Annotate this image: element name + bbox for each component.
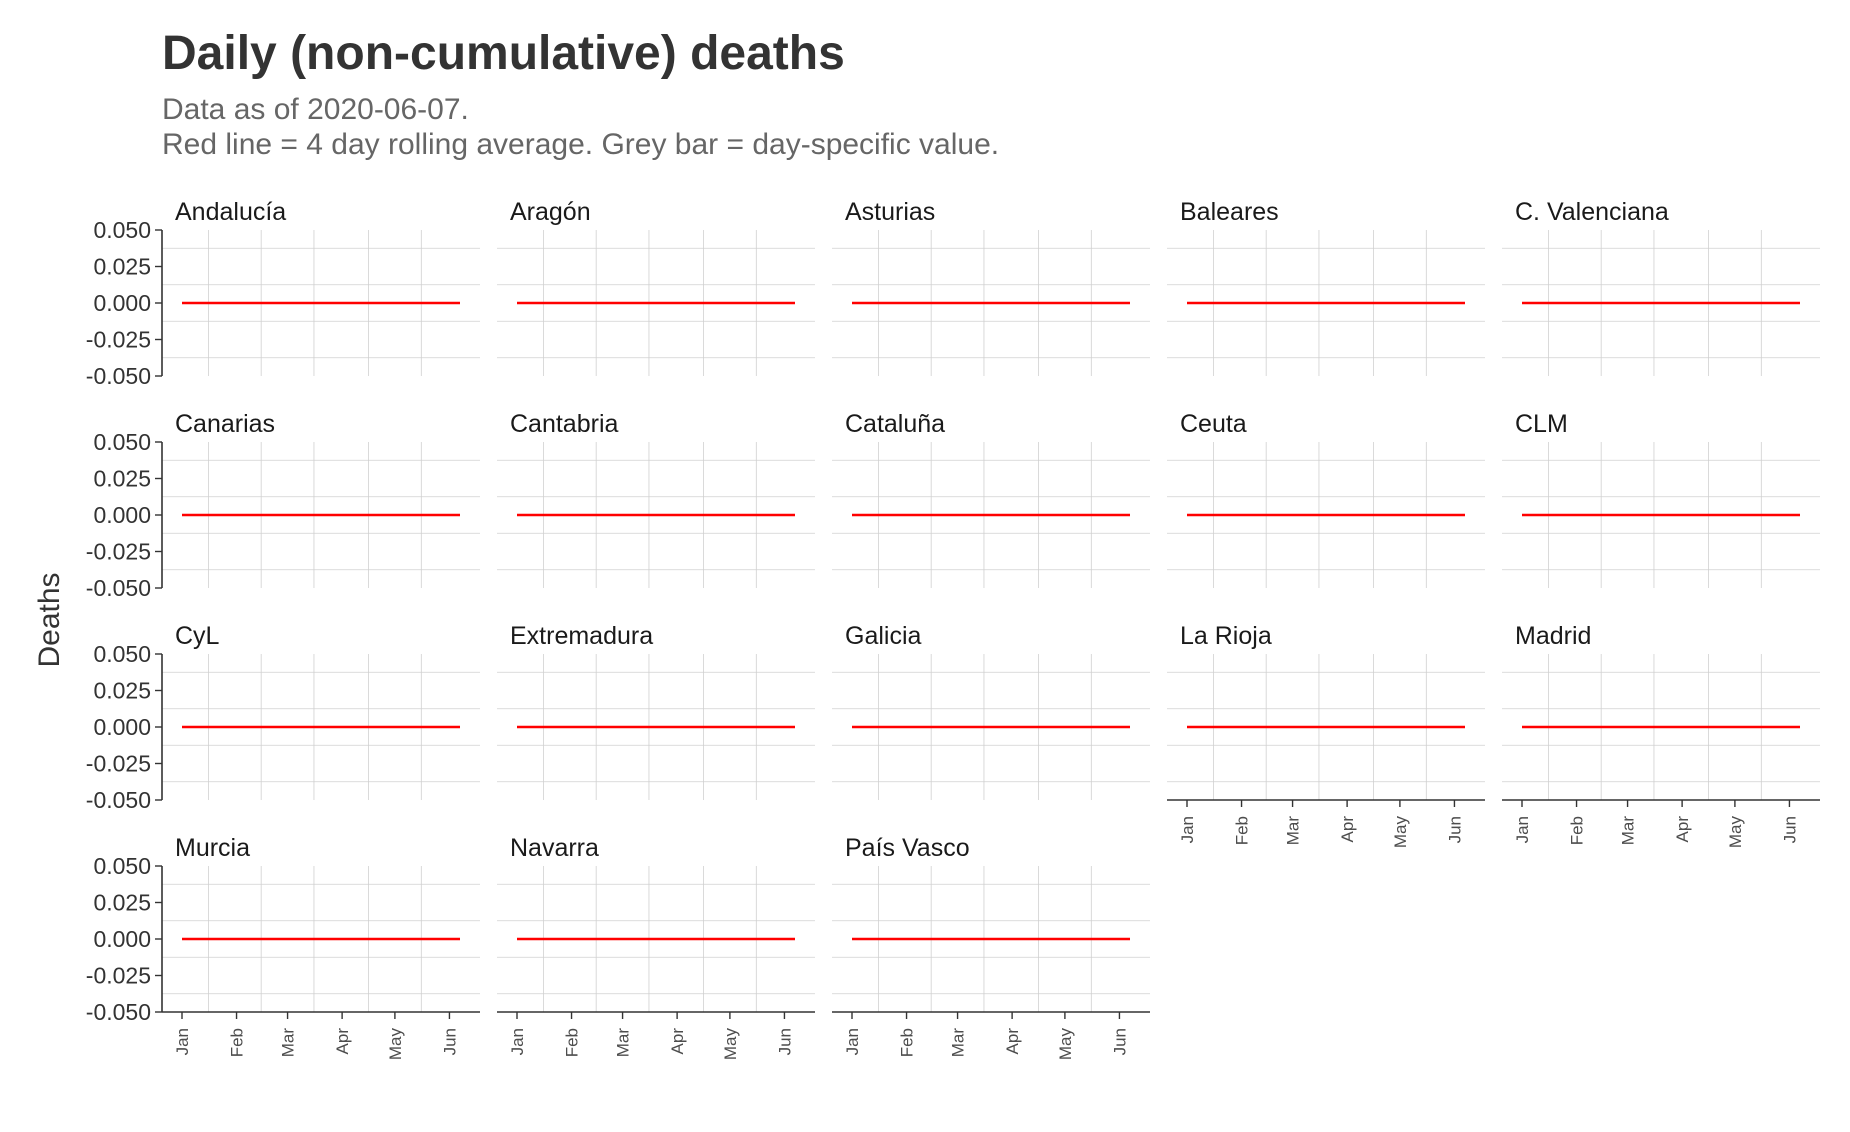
facet-title: Aragón [510, 198, 591, 226]
x-tick-label: Mar [279, 1028, 298, 1058]
y-tick-label: 0.050 [93, 217, 151, 243]
y-tick-label: 0.025 [93, 678, 151, 704]
facet-title: Andalucía [175, 198, 286, 226]
y-tick-label: 0.025 [93, 254, 151, 280]
facet-title: Galicia [845, 622, 922, 650]
x-tick-label: Apr [1673, 816, 1692, 843]
x-tick-label: Feb [1568, 816, 1587, 845]
x-tick-label: Apr [1338, 816, 1357, 843]
x-tick-label: Jun [1445, 816, 1464, 843]
facet-panel-asturias: Asturias [832, 198, 1150, 376]
facet-title: Madrid [1515, 622, 1591, 650]
facet-panel-ceuta: Ceuta [1167, 410, 1485, 588]
facet-title: Murcia [175, 834, 250, 862]
x-tick-label: Feb [898, 1028, 917, 1057]
x-tick-label: May [721, 1028, 740, 1061]
facet-title: Extremadura [510, 622, 653, 650]
y-tick-label: 0.025 [93, 466, 151, 492]
facet-title: C. Valenciana [1515, 198, 1669, 226]
x-tick-label: Jan [1513, 816, 1532, 843]
y-tick-label: 0.050 [93, 429, 151, 455]
facet-title: Navarra [510, 834, 599, 862]
x-tick-label: Mar [949, 1028, 968, 1058]
y-tick-label: -0.050 [86, 575, 151, 601]
y-tick-label: 0.050 [93, 641, 151, 667]
y-tick-label: -0.025 [86, 327, 151, 353]
x-tick-label: Mar [614, 1028, 633, 1058]
y-tick-label: 0.050 [93, 853, 151, 879]
x-tick-label: Jun [1780, 816, 1799, 843]
x-tick-label: Apr [668, 1028, 687, 1055]
x-tick-label: Feb [563, 1028, 582, 1057]
facet-title: Canarias [175, 410, 275, 438]
chart-subtitle-line-2: Red line = 4 day rolling average. Grey b… [162, 128, 1000, 161]
facet-title: Ceuta [1180, 410, 1247, 438]
facet-panel-cyl: CyL 0.050 0.025 0.000 -0.025 -0.050 [86, 622, 480, 813]
x-tick-label: Mar [1619, 816, 1638, 846]
y-tick-label: -0.050 [86, 999, 151, 1025]
facet-panel-baleares: Baleares [1167, 198, 1485, 376]
chart-title: Daily (non-cumulative) deaths [162, 27, 845, 80]
x-tick-label: Feb [1233, 816, 1252, 845]
y-tick-label: 0.025 [93, 890, 151, 916]
chart-subtitle-line-1: Data as of 2020-06-07. [162, 93, 469, 126]
x-tick-label: Jan [843, 1028, 862, 1055]
y-tick-label: -0.025 [86, 539, 151, 565]
facet-panel-cataluna: Cataluña [832, 410, 1150, 588]
y-tick-label: -0.025 [86, 751, 151, 777]
facet-panel-extremadura: Extremadura [497, 622, 815, 800]
x-tick-label: Jan [173, 1028, 192, 1055]
facet-panel-pais-vasco: País Vasco Jan Feb Mar Apr May Jun [832, 834, 1150, 1060]
x-tick-label: May [1056, 1028, 1075, 1061]
x-tick-label: Jun [440, 1028, 459, 1055]
y-tick-label: -0.050 [86, 363, 151, 389]
facet-title: La Rioja [1180, 622, 1272, 650]
x-tick-label: May [1391, 816, 1410, 849]
x-tick-label: Jun [1110, 1028, 1129, 1055]
x-tick-label: Jan [508, 1028, 527, 1055]
x-tick-label: Jun [775, 1028, 794, 1055]
facet-title: Asturias [845, 198, 935, 226]
facet-title: Cantabria [510, 410, 618, 438]
facet-panel-canarias: Canarias 0.050 0.025 0.000 -0.025 -0.050 [86, 410, 480, 601]
facet-title: CyL [175, 622, 220, 650]
facet-panel-murcia: Murcia 0.050 0.025 0.000 -0.025 -0.050 Jan Feb M… [86, 834, 480, 1060]
facet-panel-madrid: Madrid Jan Feb Mar Apr May Jun [1502, 622, 1820, 848]
x-tick-label: Jan [1178, 816, 1197, 843]
facet-panel-c-valenciana: C. Valenciana [1502, 198, 1820, 376]
facet-title: Baleares [1180, 198, 1279, 226]
y-tick-label: 0.000 [93, 714, 151, 740]
facet-panel-galicia: Galicia [832, 622, 1150, 800]
facet-panel-andalucia: Andalucía 0.050 0.025 0.000 -0.025 -0.050 [86, 198, 480, 389]
facet-title: Cataluña [845, 410, 945, 438]
x-tick-label: Mar [1284, 816, 1303, 846]
facet-panel-aragon: Aragón [497, 198, 815, 376]
x-tick-label: Feb [228, 1028, 247, 1057]
facet-panel-clm: CLM [1502, 410, 1820, 588]
facet-panel-la-rioja: La Rioja Jan Feb Mar Apr May Jun [1167, 622, 1485, 848]
y-tick-label: -0.050 [86, 787, 151, 813]
y-tick-label: 0.000 [93, 290, 151, 316]
facet-panel-cantabria: Cantabria [497, 410, 815, 588]
facet-title: País Vasco [845, 834, 970, 862]
facet-panel-navarra: Navarra Jan Feb Mar Apr May Jun [497, 834, 815, 1060]
y-tick-label: 0.000 [93, 926, 151, 952]
y-tick-label: 0.000 [93, 502, 151, 528]
x-tick-label: Apr [333, 1028, 352, 1055]
x-tick-label: May [386, 1028, 405, 1061]
facet-title: CLM [1515, 410, 1568, 438]
x-tick-label: May [1726, 816, 1745, 849]
x-tick-label: Apr [1003, 1028, 1022, 1055]
y-tick-label: -0.025 [86, 963, 151, 989]
